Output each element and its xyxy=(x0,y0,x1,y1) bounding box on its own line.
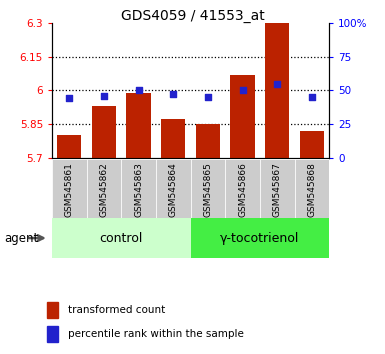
Text: GSM545868: GSM545868 xyxy=(307,162,316,217)
Bar xyxy=(47,326,58,342)
Text: GSM545863: GSM545863 xyxy=(134,162,143,217)
Bar xyxy=(300,131,324,158)
Text: GSM545864: GSM545864 xyxy=(169,162,178,217)
Bar xyxy=(260,159,295,218)
Bar xyxy=(47,302,58,318)
Bar xyxy=(265,23,290,158)
Bar xyxy=(191,159,225,218)
Bar xyxy=(121,159,156,218)
Bar xyxy=(87,159,121,218)
Text: GSM545867: GSM545867 xyxy=(273,162,282,217)
Point xyxy=(170,91,176,97)
Text: γ-tocotrienol: γ-tocotrienol xyxy=(220,232,300,245)
Point xyxy=(205,94,211,100)
Bar xyxy=(156,159,191,218)
Bar xyxy=(52,218,191,258)
Text: transformed count: transformed count xyxy=(68,305,165,315)
Text: control: control xyxy=(100,232,143,245)
Bar xyxy=(230,75,255,158)
Text: GSM545862: GSM545862 xyxy=(99,162,109,217)
Point xyxy=(274,81,280,86)
Point xyxy=(66,96,72,101)
Bar xyxy=(92,106,116,158)
Point xyxy=(239,87,246,93)
Bar xyxy=(161,119,186,158)
Bar xyxy=(191,218,329,258)
Bar xyxy=(126,92,151,158)
Text: agent: agent xyxy=(4,232,38,245)
Bar xyxy=(52,159,87,218)
Text: GSM545865: GSM545865 xyxy=(203,162,213,217)
Text: GSM545866: GSM545866 xyxy=(238,162,247,217)
Text: percentile rank within the sample: percentile rank within the sample xyxy=(68,329,244,339)
Bar xyxy=(295,159,329,218)
Point xyxy=(136,87,142,93)
Bar xyxy=(225,159,260,218)
Point xyxy=(309,94,315,100)
Text: GDS4059 / 41553_at: GDS4059 / 41553_at xyxy=(121,9,264,23)
Text: GSM545861: GSM545861 xyxy=(65,162,74,217)
Bar xyxy=(196,124,220,158)
Point xyxy=(101,93,107,98)
Bar xyxy=(57,135,82,158)
